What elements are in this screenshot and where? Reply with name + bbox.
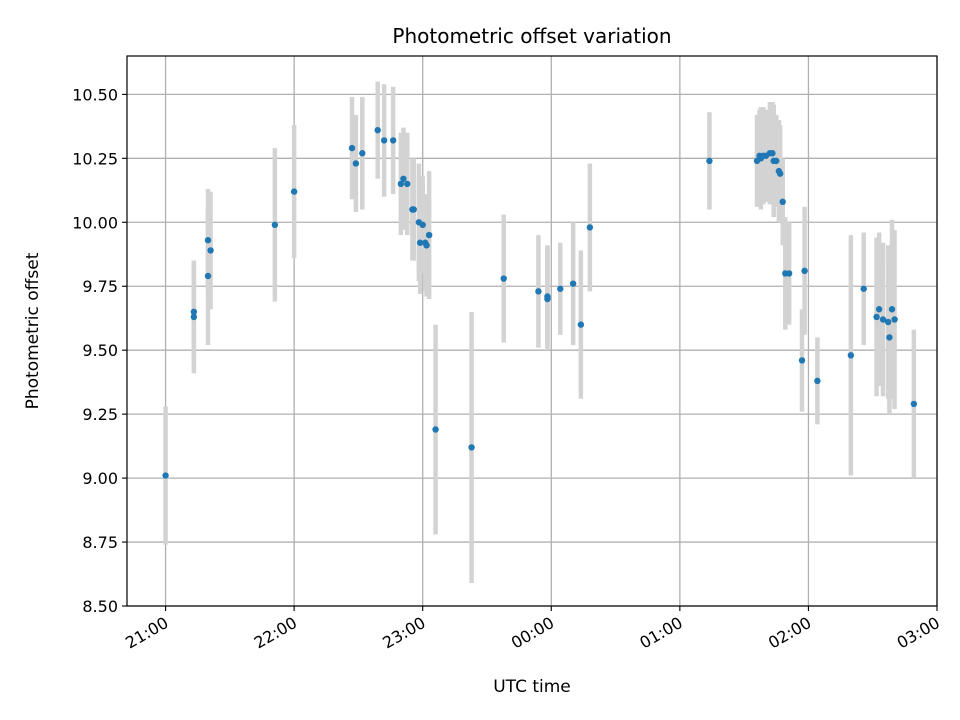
data-point [884,318,892,326]
data-point [190,308,198,316]
data-point [271,221,279,229]
y-tick-label: 9.75 [82,277,118,296]
data-point [569,280,577,287]
data-point [875,306,883,313]
data-point [769,150,776,157]
y-axis-title: Photometric offset [23,252,43,409]
y-axis: 8.50 8.75 9.00 9.25 9.50 9.75 10.00 10.25 10.50 [72,85,127,616]
data-point [779,198,786,206]
y-tick-label: 8.75 [82,533,118,552]
data-point [352,160,360,167]
data-point [500,275,507,282]
data-point [432,426,439,433]
data-point [359,150,366,157]
data-point [773,157,780,165]
data-point [798,357,806,364]
data-point [577,321,585,328]
data-point [847,352,855,359]
data-point [410,206,417,213]
data-point [544,293,551,300]
data-point [397,180,405,188]
data-point [190,313,198,321]
data-point [204,272,212,280]
data-point [423,242,430,249]
data-point [416,239,424,246]
data-point [706,157,713,165]
y-tick-label: 10.50 [72,85,118,104]
data-point [425,231,433,239]
y-tick-label: 9.25 [82,405,118,424]
data-point [207,247,214,254]
data-point [888,306,896,313]
data-point [404,180,411,188]
data-point [873,313,880,321]
data-point [535,288,542,295]
data-point [776,170,784,177]
data-point [374,126,381,134]
data-point [419,221,426,229]
data-point [886,334,893,341]
data-point [348,144,356,152]
data-point [910,400,918,408]
data-point [162,472,169,479]
data-point [204,236,212,244]
data-point [557,285,564,292]
data-point [400,175,407,182]
x-axis-title: UTC time [493,677,571,697]
data-point [891,316,898,323]
y-tick-label: 9.00 [82,469,118,488]
data-point [586,224,594,231]
y-tick-label: 10.25 [72,149,118,168]
data-points [162,126,918,479]
data-point [380,137,388,144]
data-point [814,377,821,385]
y-tick-label: 9.50 [82,341,118,360]
data-point [290,188,298,195]
y-tick-label: 8.50 [82,597,118,616]
data-point [389,137,397,144]
y-tick-label: 10.00 [72,213,118,232]
chart-title: Photometric offset variation [392,24,671,48]
data-point [468,444,475,451]
data-point [801,267,808,275]
data-point [860,285,867,292]
data-point [879,316,887,323]
plot-frame [126,55,938,607]
data-point [785,270,793,277]
